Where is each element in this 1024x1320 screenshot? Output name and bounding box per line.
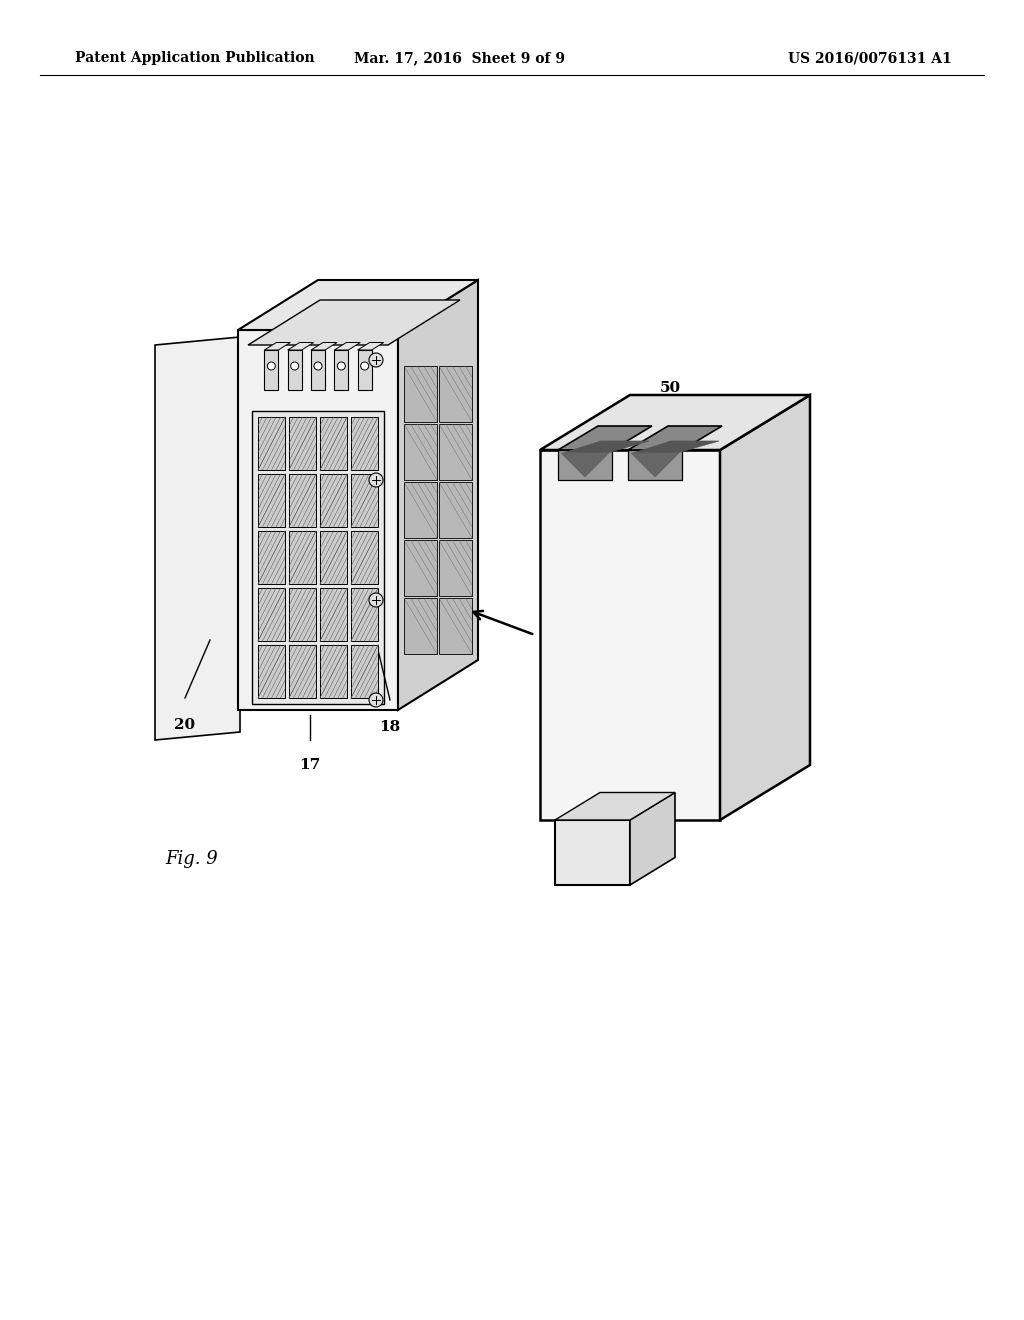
- Polygon shape: [351, 474, 378, 527]
- Polygon shape: [439, 424, 472, 480]
- Polygon shape: [248, 300, 460, 345]
- Polygon shape: [404, 366, 437, 422]
- Polygon shape: [238, 330, 398, 710]
- Circle shape: [369, 473, 383, 487]
- Polygon shape: [319, 474, 347, 527]
- Text: 50: 50: [660, 381, 681, 395]
- Polygon shape: [439, 482, 472, 539]
- Polygon shape: [319, 587, 347, 642]
- Circle shape: [360, 362, 369, 370]
- Text: Patent Application Publication: Patent Application Publication: [75, 51, 314, 65]
- Polygon shape: [252, 411, 384, 704]
- Polygon shape: [334, 342, 360, 350]
- Text: 17: 17: [299, 758, 321, 772]
- Polygon shape: [289, 474, 316, 527]
- Polygon shape: [288, 342, 313, 350]
- Text: US 2016/0076131 A1: US 2016/0076131 A1: [788, 51, 952, 65]
- Polygon shape: [258, 417, 285, 470]
- Polygon shape: [404, 424, 437, 480]
- Polygon shape: [289, 587, 316, 642]
- Polygon shape: [439, 366, 472, 422]
- Circle shape: [291, 362, 299, 370]
- Text: Fig. 9: Fig. 9: [165, 850, 218, 869]
- Polygon shape: [289, 531, 316, 583]
- Polygon shape: [258, 474, 285, 527]
- Polygon shape: [288, 350, 302, 389]
- Polygon shape: [404, 540, 437, 597]
- Polygon shape: [540, 395, 810, 450]
- Polygon shape: [351, 531, 378, 583]
- Polygon shape: [357, 342, 384, 350]
- Polygon shape: [264, 342, 291, 350]
- Polygon shape: [404, 598, 437, 653]
- Polygon shape: [630, 792, 675, 884]
- Polygon shape: [334, 350, 348, 389]
- Polygon shape: [351, 645, 378, 698]
- Polygon shape: [439, 598, 472, 653]
- Polygon shape: [311, 350, 325, 389]
- Polygon shape: [311, 342, 337, 350]
- Polygon shape: [404, 482, 437, 539]
- Polygon shape: [558, 450, 612, 480]
- Polygon shape: [289, 417, 316, 470]
- Polygon shape: [633, 441, 719, 453]
- Text: 18: 18: [379, 719, 400, 734]
- Polygon shape: [289, 645, 316, 698]
- Polygon shape: [540, 450, 720, 820]
- Circle shape: [369, 693, 383, 708]
- Text: Mar. 17, 2016  Sheet 9 of 9: Mar. 17, 2016 Sheet 9 of 9: [354, 51, 565, 65]
- Polygon shape: [238, 280, 478, 330]
- Polygon shape: [258, 645, 285, 698]
- Polygon shape: [351, 417, 378, 470]
- Polygon shape: [319, 531, 347, 583]
- Text: 20: 20: [174, 718, 196, 733]
- Polygon shape: [258, 531, 285, 583]
- Circle shape: [337, 362, 345, 370]
- Polygon shape: [628, 450, 682, 480]
- Polygon shape: [351, 587, 378, 642]
- Polygon shape: [357, 350, 372, 389]
- Polygon shape: [555, 792, 675, 820]
- Polygon shape: [628, 426, 722, 450]
- Polygon shape: [558, 426, 652, 450]
- Circle shape: [369, 593, 383, 607]
- Polygon shape: [264, 350, 279, 389]
- Polygon shape: [155, 337, 240, 741]
- Circle shape: [267, 362, 275, 370]
- Polygon shape: [439, 540, 472, 597]
- Polygon shape: [398, 280, 478, 710]
- Polygon shape: [319, 417, 347, 470]
- Polygon shape: [631, 453, 679, 477]
- Polygon shape: [258, 587, 285, 642]
- Polygon shape: [720, 395, 810, 820]
- Circle shape: [314, 362, 322, 370]
- Polygon shape: [561, 453, 609, 477]
- Polygon shape: [563, 441, 649, 453]
- Polygon shape: [555, 820, 630, 884]
- Polygon shape: [319, 645, 347, 698]
- Circle shape: [369, 352, 383, 367]
